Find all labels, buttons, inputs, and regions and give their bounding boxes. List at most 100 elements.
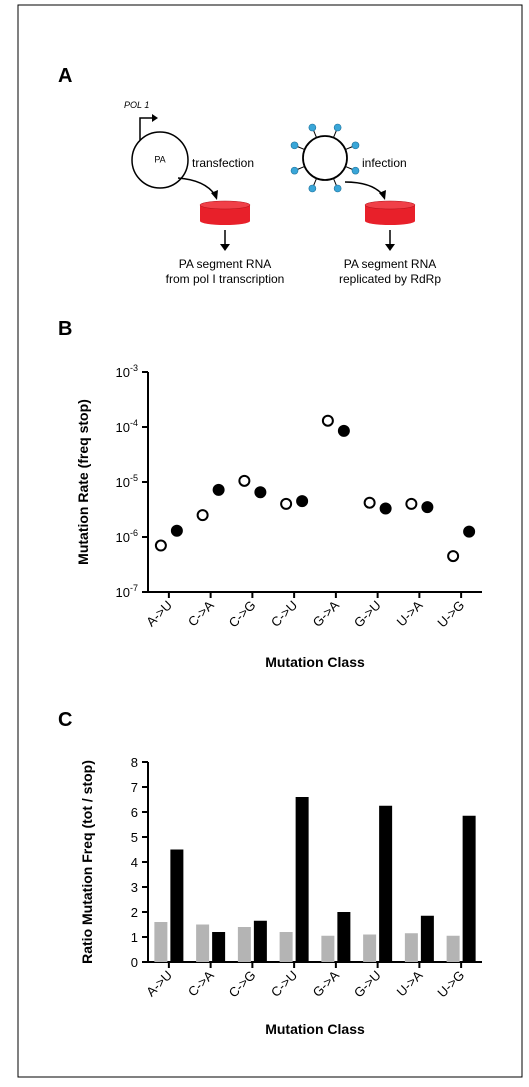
bar (295, 797, 309, 962)
spike-head (308, 123, 317, 132)
promoter-arrow (139, 117, 154, 140)
bar (321, 935, 335, 962)
arrowhead (220, 244, 230, 251)
spike-head (333, 123, 342, 132)
data-point (238, 474, 251, 487)
result-label: PA segment RNA (344, 257, 436, 271)
x-tick-label: G->U (351, 968, 384, 1001)
x-tick-label: C->U (268, 968, 300, 1000)
data-point (337, 424, 350, 437)
data-point (196, 509, 209, 522)
arrowhead (211, 190, 218, 200)
y-tick-label: 10-3 (116, 363, 138, 380)
spike (332, 178, 337, 186)
data-point (170, 524, 183, 537)
spike-head (290, 141, 299, 150)
step-label: infection (362, 156, 407, 170)
arrowhead (379, 190, 386, 200)
spike (297, 146, 305, 151)
spike (313, 130, 318, 138)
spike (332, 130, 337, 138)
x-tick-label: G->A (310, 967, 343, 1000)
bar (462, 815, 476, 962)
bar (196, 924, 210, 962)
data-point (379, 502, 392, 515)
x-tick-label: U->G (434, 968, 467, 1001)
panel-label: B (58, 318, 72, 340)
bar (279, 932, 293, 962)
spike (313, 178, 318, 186)
panel-label: A (58, 65, 72, 87)
dish (199, 200, 251, 225)
bar (212, 932, 226, 962)
virus (290, 123, 360, 193)
step-label: transfection (192, 156, 254, 170)
result-label: PA segment RNA (179, 257, 271, 271)
x-tick-label: A->U (143, 598, 175, 630)
x-tick-label: C->A (185, 967, 217, 999)
data-point (296, 495, 309, 508)
promoter-arrowhead (152, 114, 158, 122)
bar (363, 934, 377, 962)
bar (404, 933, 418, 962)
y-tick-label: 8 (131, 755, 138, 770)
data-point (280, 497, 293, 510)
bar (446, 935, 460, 962)
x-tick-label: G->U (351, 598, 384, 631)
spike (297, 165, 305, 170)
dish (364, 200, 416, 225)
arrow (344, 181, 384, 196)
x-tick-label: G->A (310, 597, 343, 630)
x-tick-label: C->G (226, 598, 259, 631)
x-tick-label: C->G (226, 968, 259, 1001)
y-tick-label: 10-7 (116, 583, 138, 600)
y-tick-label: 1 (131, 930, 138, 945)
y-tick-label: 3 (131, 880, 138, 895)
bar (379, 805, 393, 962)
data-point (154, 539, 167, 552)
bar (253, 920, 267, 962)
x-tick-label: C->U (268, 598, 300, 630)
bar (237, 927, 251, 962)
x-tick-label: U->A (394, 967, 426, 999)
spike (345, 146, 353, 151)
data-point (212, 483, 225, 496)
spike (345, 165, 353, 170)
y-tick-label: 2 (131, 905, 138, 920)
spike-head (290, 166, 299, 175)
y-tick-label: 0 (131, 955, 138, 970)
spike-head (351, 141, 360, 150)
data-point (363, 496, 376, 509)
panel-label: C (58, 709, 72, 731)
data-point (421, 501, 434, 514)
promoter-label: POL 1 (124, 100, 149, 110)
y-tick-label: 7 (131, 780, 138, 795)
x-axis-label: Mutation Class (265, 654, 365, 670)
y-axis-label: Mutation Rate (freq stop) (75, 399, 91, 565)
y-axis-label: Ratio Mutation Freq (tot / stop) (79, 760, 95, 964)
x-axis-label: Mutation Class (265, 1021, 365, 1037)
result-label: replicated by RdRp (339, 272, 441, 286)
spike-head (308, 184, 317, 193)
x-tick-label: U->G (434, 598, 467, 631)
bar (170, 849, 184, 962)
data-point (254, 486, 267, 499)
result-label: from pol I transcription (166, 272, 285, 286)
x-tick-label: C->A (185, 597, 217, 629)
spike-head (333, 184, 342, 193)
bar (337, 912, 351, 962)
data-point (463, 525, 476, 538)
plasmid (131, 131, 189, 189)
y-tick-label: 6 (131, 805, 138, 820)
spike-head (351, 166, 360, 175)
y-tick-label: 5 (131, 830, 138, 845)
y-tick-label: 4 (131, 855, 138, 870)
y-tick-label: 10-5 (116, 473, 138, 490)
bar (154, 922, 168, 962)
data-point (405, 497, 418, 510)
y-tick-label: 10-4 (116, 418, 138, 435)
y-tick-label: 10-6 (116, 528, 138, 545)
x-tick-label: A->U (143, 968, 175, 1000)
x-tick-label: U->A (394, 597, 426, 629)
